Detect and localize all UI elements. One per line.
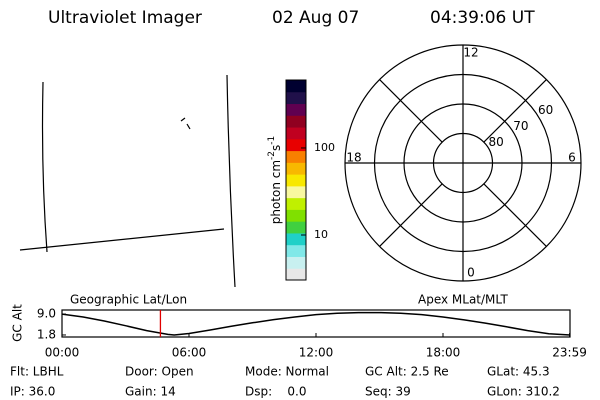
polar-spoke xyxy=(379,79,547,247)
color-segment xyxy=(286,185,306,199)
color-segment xyxy=(286,268,306,281)
color-segment xyxy=(286,162,306,175)
instrument: Ultraviolet Imager xyxy=(48,8,202,28)
x-tick-label: 18:00 xyxy=(426,346,461,360)
polar-ring-label: 80 xyxy=(488,135,503,149)
polar-theta-label: 6 xyxy=(568,151,576,165)
time: 04:39:06 UT xyxy=(430,8,535,28)
colorbar-tick-label: 100 xyxy=(314,141,335,154)
color-segment xyxy=(286,138,306,152)
colorbar-label: photon cm-2s-1 xyxy=(267,136,283,225)
colorbar-label-part: -2 xyxy=(267,151,277,160)
color-segment xyxy=(286,127,306,140)
polar-theta-label: 0 xyxy=(467,266,475,280)
y-tick-label: 9.0 xyxy=(37,307,56,321)
x-tick-label: 06:00 xyxy=(172,346,207,360)
color-segment xyxy=(286,91,306,105)
info-field: Door: Open xyxy=(125,365,194,379)
info-field: IP: 36.0 xyxy=(10,385,55,399)
date: 02 Aug 07 xyxy=(272,8,359,28)
polar-theta-label: 12 xyxy=(463,46,478,60)
image-panel xyxy=(19,74,236,288)
info-field: Dsp: 0.0 xyxy=(245,385,307,399)
polar-theta-label: 18 xyxy=(346,151,361,165)
colorbar-label-part: s xyxy=(269,145,283,151)
x-tick-label: 23:59 xyxy=(552,346,587,360)
info-field: Seq: 39 xyxy=(365,385,411,399)
color-segment xyxy=(286,221,306,234)
map-line xyxy=(19,228,225,251)
polar-diagonals xyxy=(379,79,547,247)
map-line xyxy=(41,81,48,253)
colorbar-frame xyxy=(285,79,307,281)
color-segment xyxy=(286,174,306,187)
colorbar-label-part: photon cm xyxy=(269,160,283,224)
info-field: GLat: 45.3 xyxy=(487,365,550,379)
info-field: GC Alt: 2.5 Re xyxy=(365,365,449,379)
color-segment xyxy=(286,244,306,257)
right-label: Apex MLat/MLT xyxy=(418,293,508,307)
info-field: GLon: 310.2 xyxy=(487,385,560,399)
color-segment xyxy=(286,256,306,269)
y-axis-label: GC Alt xyxy=(11,304,25,342)
left-label: Geographic Lat/Lon xyxy=(70,293,187,307)
map-line xyxy=(226,74,236,288)
colorbar-label-part: -1 xyxy=(267,136,277,145)
map-line xyxy=(180,117,191,130)
color-segment xyxy=(286,232,306,246)
color-segment xyxy=(286,80,306,93)
info-field: Mode: Normal xyxy=(245,365,329,379)
altitude-line xyxy=(61,311,571,336)
color-segment xyxy=(286,115,306,128)
info-field: Gain: 14 xyxy=(125,385,176,399)
polar-ring-label: 70 xyxy=(513,119,528,133)
x-tick-label: 00:00 xyxy=(45,346,80,360)
x-tick-label: 12:00 xyxy=(299,346,334,360)
color-segment xyxy=(286,197,306,210)
y-tick-label: 1.8 xyxy=(37,327,56,341)
info-field: Flt: LBHL xyxy=(10,365,64,379)
colorbar-tick-label: 10 xyxy=(314,228,328,241)
color-segment xyxy=(286,150,306,163)
color-segment xyxy=(286,103,306,116)
color-segment xyxy=(286,209,306,222)
polar-ring-label: 60 xyxy=(538,103,553,117)
